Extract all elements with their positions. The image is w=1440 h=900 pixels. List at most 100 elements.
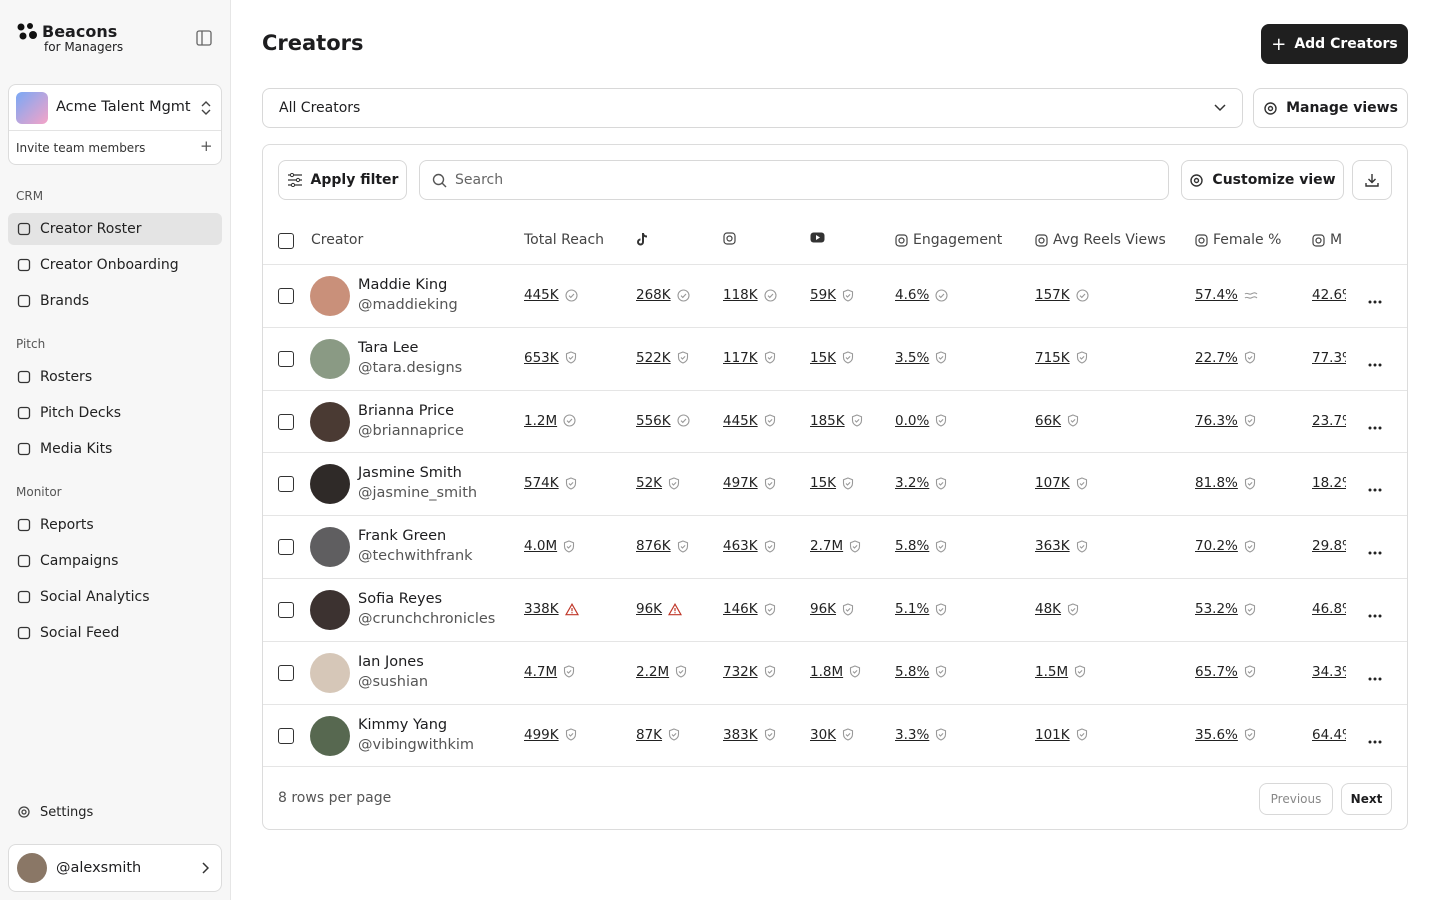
row-checkbox[interactable] (278, 539, 294, 556)
metric-value[interactable]: 1.5M (1035, 663, 1069, 680)
collapse-button[interactable] (196, 30, 212, 46)
metric-value[interactable]: 157K (1035, 287, 1070, 303)
metric-value[interactable]: 15K (810, 475, 837, 492)
metric-value[interactable]: 96K (636, 601, 663, 617)
metric-value[interactable]: 5.8% (895, 538, 930, 555)
column-header[interactable]: Engagement (895, 232, 1002, 248)
user-card[interactable]: @alexsmith (8, 844, 222, 892)
metric-value[interactable]: 77.3% (1312, 349, 1346, 366)
metric-value[interactable]: 4.0M (524, 538, 558, 555)
metric-value[interactable]: 81.8% (1195, 475, 1238, 492)
row-menu[interactable] (1368, 415, 1382, 434)
creator-name[interactable]: Tara Lee (358, 339, 419, 356)
nav-item[interactable]: Social Feed (8, 617, 222, 649)
creator-name[interactable]: Brianna Price (358, 402, 455, 419)
metric-value[interactable]: 522K (636, 349, 671, 366)
column-header[interactable]: Total Reach (524, 232, 604, 248)
metric-value[interactable]: 363K (1035, 538, 1070, 555)
nav-item[interactable]: Creator Onboarding (8, 249, 222, 281)
nav-item[interactable]: Brands (8, 285, 222, 317)
metric-value[interactable]: 46.8% (1312, 601, 1346, 617)
manage-views-button[interactable]: Manage views (1253, 88, 1408, 128)
metric-value[interactable]: 34.3% (1312, 663, 1346, 680)
metric-value[interactable]: 22.7% (1195, 349, 1238, 366)
row-menu[interactable] (1368, 352, 1382, 371)
metric-value[interactable]: 29.8% (1312, 538, 1346, 555)
creator-name[interactable]: Jasmine Smith (358, 465, 462, 482)
metric-value[interactable]: 3.2% (895, 475, 930, 492)
column-header[interactable]: M (1312, 232, 1347, 248)
metric-value[interactable]: 117K (723, 349, 758, 366)
nav-item[interactable]: Reports (8, 509, 222, 541)
nav-item[interactable]: Pitch Decks (8, 397, 222, 429)
metric-value[interactable]: 53.2% (1195, 601, 1238, 617)
customize-view-button[interactable]: Customize view (1181, 160, 1344, 200)
metric-value[interactable]: 146K (723, 601, 758, 617)
column-header[interactable]: Creator (311, 232, 363, 248)
metric-value[interactable]: 23.7% (1312, 412, 1346, 429)
creator-name[interactable]: Ian Jones (358, 653, 424, 670)
row-checkbox[interactable] (278, 288, 294, 304)
column-header[interactable]: Avg Reels Views (1035, 232, 1166, 248)
metric-value[interactable]: 59K (810, 287, 837, 303)
view-select[interactable]: All Creators (262, 88, 1243, 128)
row-checkbox[interactable] (278, 350, 294, 367)
row-menu[interactable] (1368, 289, 1382, 308)
metric-value[interactable]: 2.2M (636, 663, 670, 680)
creator-name[interactable]: Sofia Reyes (358, 591, 443, 607)
row-menu[interactable] (1368, 603, 1382, 622)
metric-value[interactable]: 96K (810, 601, 837, 617)
metric-value[interactable]: 499K (524, 726, 559, 743)
metric-value[interactable]: 35.6% (1195, 726, 1238, 743)
add-creators-button[interactable]: + Add Creators (1261, 24, 1408, 64)
metric-value[interactable]: 76.3% (1195, 412, 1238, 429)
column-header[interactable]: Female % (1195, 232, 1281, 248)
metric-value[interactable]: 52K (636, 475, 663, 492)
metric-value[interactable]: 65.7% (1195, 663, 1238, 680)
metric-value[interactable]: 57.4% (1195, 287, 1238, 303)
metric-value[interactable]: 87K (636, 726, 663, 743)
metric-value[interactable]: 118K (723, 287, 758, 303)
nav-item[interactable]: Creator Roster (8, 213, 222, 245)
metric-value[interactable]: 3.3% (895, 726, 930, 743)
metric-value[interactable]: 42.6% (1312, 287, 1346, 303)
row-checkbox[interactable] (278, 413, 294, 430)
metric-value[interactable]: 5.8% (895, 663, 930, 680)
metric-value[interactable]: 4.6% (895, 287, 930, 303)
metric-value[interactable]: 268K (636, 287, 671, 303)
metric-value[interactable]: 66K (1035, 412, 1062, 429)
metric-value[interactable]: 876K (636, 538, 671, 555)
metric-value[interactable]: 185K (810, 412, 845, 429)
row-checkbox[interactable] (278, 602, 294, 618)
metric-value[interactable]: 30K (810, 726, 837, 743)
creator-name[interactable]: Kimmy Yang (358, 716, 448, 733)
creator-name[interactable]: Frank Green (358, 528, 447, 545)
metric-value[interactable]: 3.5% (895, 349, 930, 366)
row-menu[interactable] (1368, 666, 1382, 685)
metric-value[interactable]: 574K (524, 475, 559, 492)
metric-value[interactable]: 0.0% (895, 412, 930, 429)
metric-value[interactable]: 732K (723, 663, 758, 680)
metric-value[interactable]: 18.2% (1312, 475, 1346, 492)
workspace-switch[interactable] (200, 100, 212, 116)
next-button[interactable]: Next (1341, 783, 1392, 815)
select-all-checkbox[interactable] (278, 233, 294, 249)
invite-link[interactable]: Invite team members (16, 141, 146, 155)
row-checkbox[interactable] (278, 476, 294, 493)
metric-value[interactable]: 2.7M (810, 538, 844, 555)
row-menu[interactable] (1368, 729, 1382, 748)
row-checkbox[interactable] (278, 727, 294, 744)
metric-value[interactable]: 715K (1035, 349, 1070, 366)
metric-value[interactable]: 4.7M (524, 663, 558, 680)
workspace-name[interactable]: Acme Talent Mgmt (56, 99, 191, 115)
metric-value[interactable]: 1.8M (810, 663, 844, 680)
row-checkbox[interactable] (278, 664, 294, 681)
metric-value[interactable]: 383K (723, 726, 758, 743)
search-input[interactable]: Search (419, 160, 1169, 200)
nav-item[interactable]: Rosters (8, 361, 222, 393)
previous-button[interactable]: Previous (1259, 783, 1333, 815)
metric-value[interactable]: 556K (636, 412, 671, 429)
row-menu[interactable] (1368, 477, 1382, 496)
metric-value[interactable]: 107K (1035, 475, 1070, 492)
apply-filter-button[interactable]: Apply filter (278, 160, 407, 200)
